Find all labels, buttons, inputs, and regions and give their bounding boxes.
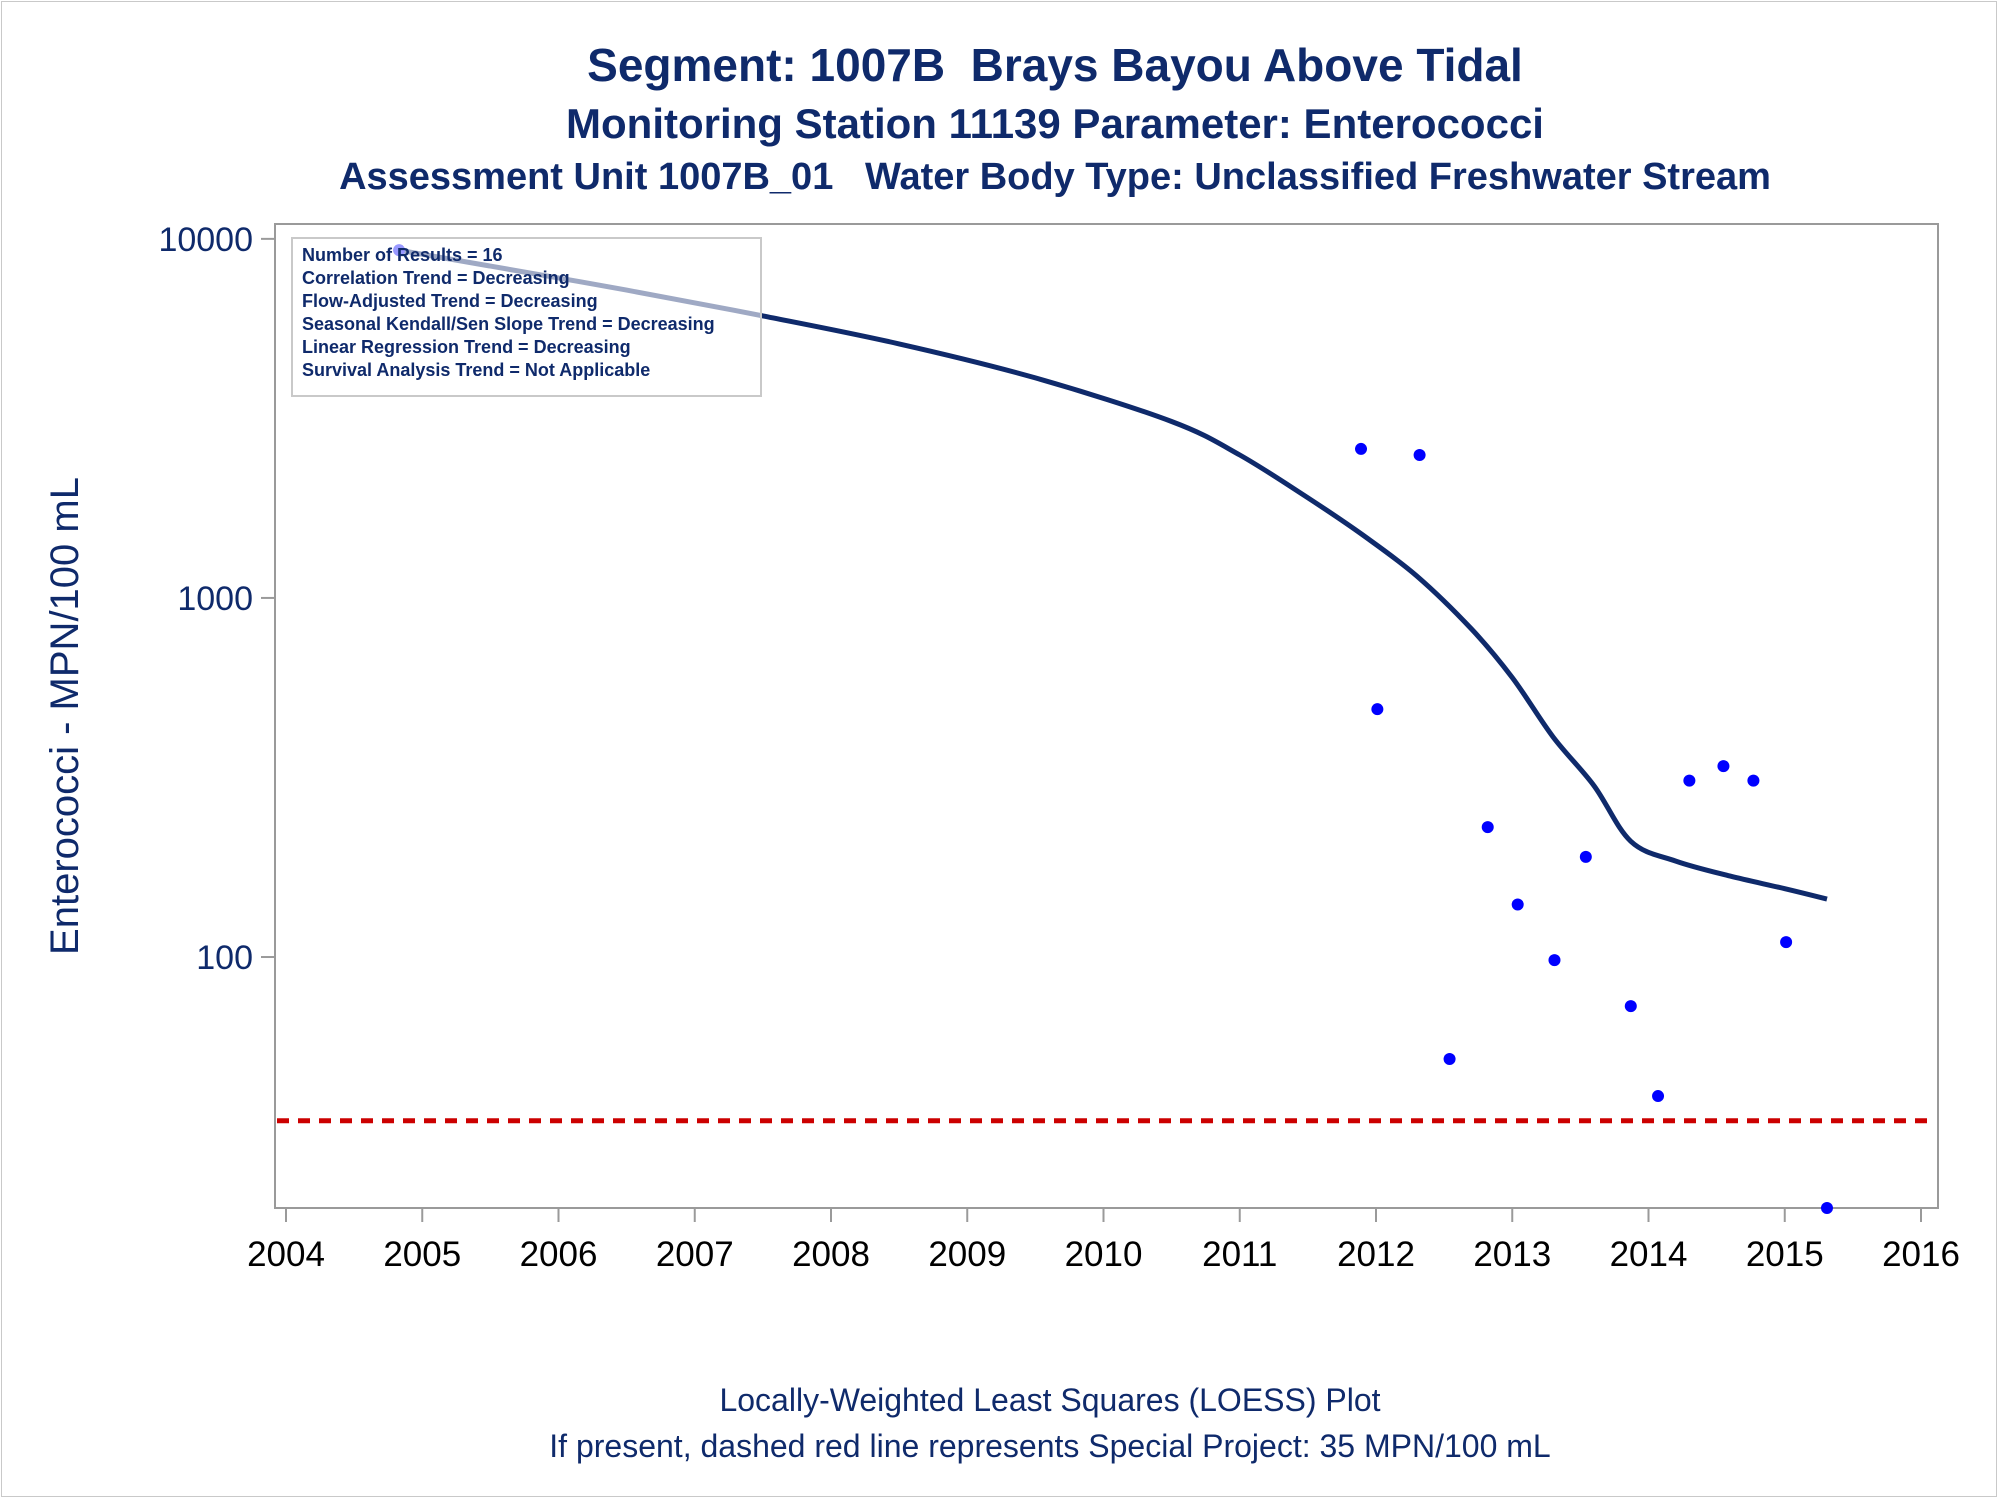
x-tick-label: 2015 xyxy=(1746,1235,1824,1274)
x-tick-label: 2007 xyxy=(656,1235,734,1274)
legend-line: Flow-Adjusted Trend = Decreasing xyxy=(302,291,598,311)
data-point xyxy=(1624,1000,1637,1013)
x-tick-label: 2013 xyxy=(1473,1235,1551,1274)
x-tick-label: 2014 xyxy=(1610,1235,1688,1274)
y-tick-label: 10000 xyxy=(158,221,253,259)
data-point xyxy=(1652,1090,1665,1103)
data-point xyxy=(1371,703,1384,716)
legend-line: Linear Regression Trend = Decreasing xyxy=(302,337,631,357)
legend-line: Correlation Trend = Decreasing xyxy=(302,268,570,288)
y-axis-label: Enterococci - MPN/100 mL xyxy=(43,477,87,955)
x-tick-label: 2011 xyxy=(1202,1235,1277,1274)
legend-line: Survival Analysis Trend = Not Applicable xyxy=(302,360,650,380)
data-point xyxy=(1747,774,1760,787)
x-tick-label: 2006 xyxy=(520,1235,598,1274)
x-tick-label: 2016 xyxy=(1882,1235,1960,1274)
chart-subtitle-2: Assessment Unit 1007B_01 Water Body Type… xyxy=(339,156,1771,198)
chart-title: Segment: 1007B Brays Bayou Above Tidal xyxy=(587,39,1523,91)
x-tick-label: 2012 xyxy=(1337,1235,1415,1274)
trend-legend: Number of Results = 16 Correlation Trend … xyxy=(291,237,762,397)
footnote-reference: If present, dashed red line represents S… xyxy=(549,1428,1551,1464)
x-tick-label: 2005 xyxy=(383,1235,461,1274)
x-tick-label: 2004 xyxy=(247,1235,325,1274)
data-point xyxy=(1717,760,1730,773)
data-point xyxy=(1443,1052,1456,1065)
legend-box xyxy=(291,237,762,397)
data-point xyxy=(1820,1202,1833,1214)
data-point xyxy=(1413,449,1426,462)
x-tick-label: 2009 xyxy=(928,1235,1006,1274)
x-axis: 2004 2005 2006 2007 2008 2009 2010 2011 2012 2013… xyxy=(247,1208,1960,1274)
footnote-loess: Locally-Weighted Least Squares (LOESS) P… xyxy=(719,1382,1381,1418)
data-point xyxy=(1683,774,1696,787)
data-point xyxy=(1579,850,1592,863)
data-point xyxy=(1511,898,1524,911)
legend-line: Number of Results = 16 xyxy=(302,245,503,265)
data-point xyxy=(1780,936,1793,949)
x-tick-label: 2008 xyxy=(792,1235,870,1274)
y-tick-label: 1000 xyxy=(177,580,253,618)
chart-subtitle: Monitoring Station 11139 Parameter: Ente… xyxy=(566,100,1544,147)
plot-area xyxy=(274,223,1939,1209)
data-point xyxy=(1548,954,1561,967)
data-point xyxy=(1481,821,1494,834)
y-axis: 100 1000 10000 xyxy=(158,221,275,977)
x-tick-label: 2010 xyxy=(1065,1235,1143,1274)
data-point xyxy=(1355,442,1368,455)
data-points xyxy=(393,244,1833,1214)
y-tick-label: 100 xyxy=(196,939,253,977)
legend-line: Seasonal Kendall/Sen Slope Trend = Decre… xyxy=(302,314,715,334)
